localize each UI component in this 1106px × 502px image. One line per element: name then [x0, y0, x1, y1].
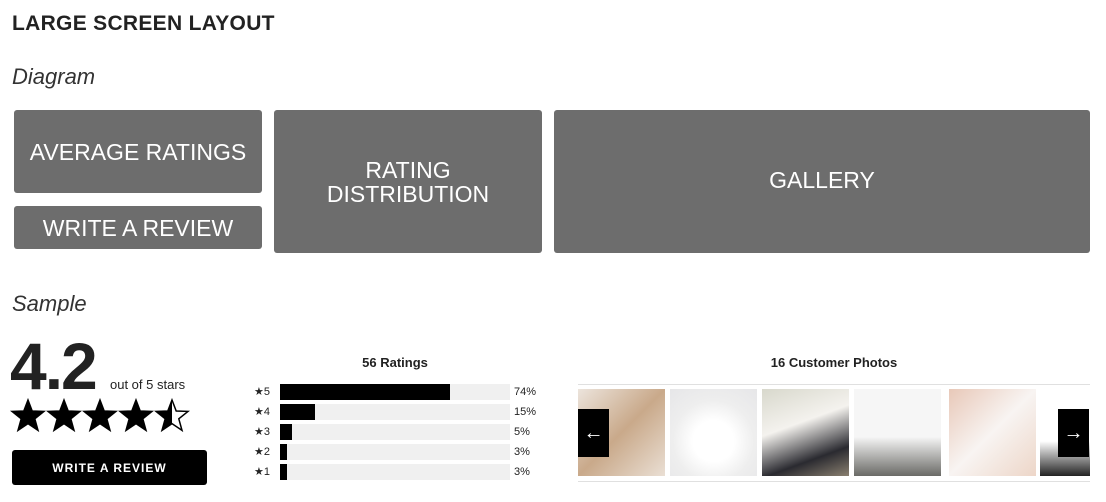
rating-star-label: ★1	[254, 466, 270, 478]
rating-bar-fill	[280, 424, 292, 440]
gallery-prev-button[interactable]: ←	[578, 409, 609, 457]
rating-bar-track	[280, 404, 510, 420]
customer-photo[interactable]	[670, 389, 757, 476]
diagram-gallery: GALLERY	[554, 110, 1090, 253]
star-full-icon	[118, 398, 154, 433]
diagram-label: Diagram	[12, 64, 96, 89]
arrow-left-icon: ←	[583, 421, 604, 444]
gallery-next-button[interactable]: →	[1058, 409, 1089, 457]
star-full-icon	[10, 398, 46, 433]
diagram-average-ratings: AVERAGE RATINGS	[14, 110, 262, 193]
rating-row[interactable]: ★1 3%	[254, 464, 554, 480]
star-half-icon	[154, 398, 190, 433]
rating-percent: 3%	[514, 466, 530, 478]
arrow-right-icon: →	[1063, 421, 1084, 444]
rating-bar-fill	[280, 404, 315, 420]
customer-photo[interactable]	[949, 389, 1036, 476]
rating-percent: 5%	[514, 426, 530, 438]
star-full-icon	[46, 398, 82, 433]
customer-photo[interactable]	[762, 389, 849, 476]
rating-star-label: ★2	[254, 446, 270, 458]
diagram-write-review: WRITE A REVIEW	[14, 206, 262, 249]
rating-star-label: ★3	[254, 426, 270, 438]
rating-bar-track	[280, 464, 510, 480]
ratings-title: 56 Ratings	[362, 355, 428, 370]
rating-star-label: ★4	[254, 406, 270, 418]
rating-row[interactable]: ★3 5%	[254, 424, 554, 440]
gallery-title: 16 Customer Photos	[770, 355, 898, 370]
page-title: LARGE SCREEN LAYOUT	[12, 12, 275, 35]
sample-label: Sample	[12, 291, 87, 316]
divider	[578, 384, 1090, 385]
star-rating	[10, 398, 190, 434]
rating-row[interactable]: ★2 3%	[254, 444, 554, 460]
rating-bar-track	[280, 424, 510, 440]
rating-percent: 15%	[514, 406, 537, 418]
diagram-rating-distribution: RATING DISTRIBUTION	[274, 110, 542, 253]
out-of-label: out of 5 stars	[110, 377, 186, 392]
rating-star-label: ★5	[254, 386, 270, 398]
rating-bar-fill	[280, 444, 287, 460]
customer-photo[interactable]	[854, 389, 941, 476]
rating-percent: 74%	[514, 386, 537, 398]
write-review-button[interactable]: WRITE A REVIEW	[12, 450, 207, 485]
average-rating: 4.2	[10, 329, 98, 403]
rating-bar-fill	[280, 384, 451, 400]
rating-row[interactable]: ★4 15%	[254, 404, 554, 420]
star-full-icon	[82, 398, 118, 433]
rating-row[interactable]: ★5 74%	[254, 384, 554, 400]
rating-bar-fill	[280, 464, 287, 480]
rating-bar-track	[280, 384, 510, 400]
divider	[578, 481, 1090, 482]
rating-percent: 3%	[514, 446, 530, 458]
rating-bar-track	[280, 444, 510, 460]
